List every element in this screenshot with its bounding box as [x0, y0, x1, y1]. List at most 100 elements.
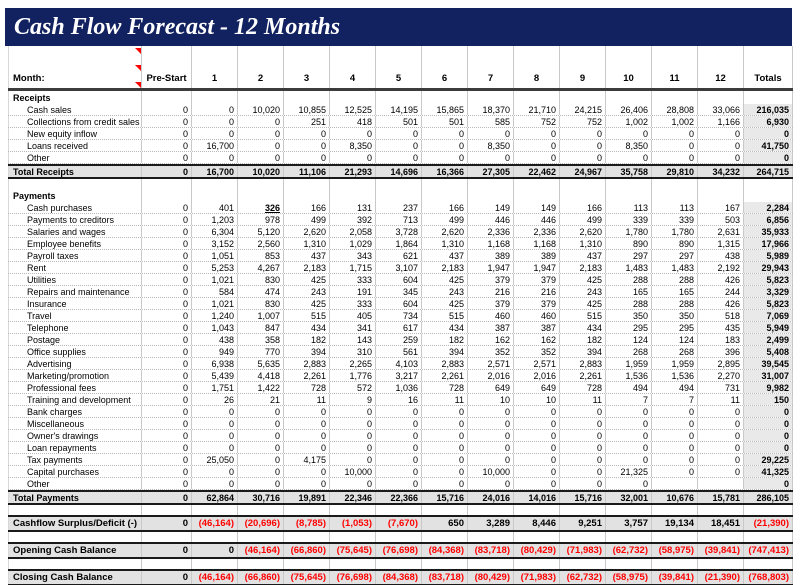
cell[interactable]: 0	[330, 442, 376, 453]
cell[interactable]: 14,016	[514, 492, 560, 503]
cell[interactable]: 162	[514, 334, 560, 345]
cell[interactable]: 2,620	[422, 226, 468, 237]
cell[interactable]: 4,267	[238, 262, 284, 273]
cell[interactable]: 182	[560, 334, 606, 345]
cell[interactable]: 0	[514, 418, 560, 429]
cell[interactable]: 650	[422, 517, 468, 530]
cell[interactable]: 2,883	[284, 358, 330, 369]
cell[interactable]: 435	[698, 322, 744, 333]
cell[interactable]: 0	[376, 454, 422, 465]
cell[interactable]	[514, 179, 560, 189]
cell[interactable]: 243	[284, 286, 330, 297]
cell[interactable]	[422, 559, 468, 569]
cell[interactable]: 0	[330, 478, 376, 489]
cell[interactable]: 1,422	[238, 382, 284, 393]
cell[interactable]: (76,698)	[376, 544, 422, 557]
cell[interactable]: 0	[468, 454, 514, 465]
row-label[interactable]: Payments	[8, 189, 142, 202]
cell[interactable]: 0	[238, 478, 284, 489]
cell[interactable]: 2,261	[284, 370, 330, 381]
row-label[interactable]: Other	[8, 478, 142, 489]
cell[interactable]	[142, 505, 192, 515]
cell[interactable]: 0	[468, 442, 514, 453]
cell[interactable]: 0	[284, 466, 330, 477]
cell[interactable]: 0	[330, 152, 376, 163]
cell[interactable]	[192, 559, 238, 569]
cell[interactable]	[744, 559, 793, 569]
cell[interactable]: 0	[606, 128, 652, 139]
cell[interactable]: 35,758	[606, 166, 652, 177]
cell[interactable]: 0	[142, 140, 192, 151]
cell[interactable]: 978	[238, 214, 284, 225]
cell[interactable]	[698, 179, 744, 189]
cell[interactable]: 0	[330, 418, 376, 429]
cell[interactable]: 2,571	[468, 358, 514, 369]
cell[interactable]: 2,895	[698, 358, 744, 369]
cell[interactable]: 165	[606, 286, 652, 297]
cell[interactable]: 339	[606, 214, 652, 225]
cell[interactable]: 0	[744, 418, 793, 429]
cell[interactable]: 0	[142, 544, 192, 557]
cell[interactable]: 4,418	[238, 370, 284, 381]
cell[interactable]: 264,715	[744, 166, 793, 177]
cell[interactable]: 5,408	[744, 346, 793, 357]
cell[interactable]: 438	[698, 250, 744, 261]
cell[interactable]: 1,536	[652, 370, 698, 381]
cell[interactable]: 437	[422, 250, 468, 261]
cell[interactable]	[422, 189, 468, 202]
cell[interactable]: 268	[606, 346, 652, 357]
cell[interactable]	[698, 505, 744, 515]
cell[interactable]: 387	[468, 322, 514, 333]
cell[interactable]: 0	[142, 262, 192, 273]
cell[interactable]: 34,232	[698, 166, 744, 177]
cell[interactable]: 0	[652, 442, 698, 453]
column-header[interactable]: 9	[560, 46, 606, 88]
cell[interactable]	[284, 91, 330, 104]
cell[interactable]: 379	[468, 298, 514, 309]
row-label[interactable]: Salaries and wages	[8, 226, 142, 237]
cell[interactable]: 2,571	[514, 358, 560, 369]
cell[interactable]: 0	[142, 442, 192, 453]
cell[interactable]: 167	[698, 202, 744, 213]
cell[interactable]: 446	[468, 214, 514, 225]
cell[interactable]: 0	[238, 140, 284, 151]
cell[interactable]	[142, 559, 192, 569]
cell[interactable]: 499	[422, 214, 468, 225]
cell[interactable]	[192, 505, 238, 515]
column-header[interactable]: 2	[238, 46, 284, 88]
cell[interactable]: 401	[192, 202, 238, 213]
cell[interactable]	[192, 189, 238, 202]
cell[interactable]: 33,066	[698, 104, 744, 115]
cell[interactable]: 0	[284, 152, 330, 163]
cell[interactable]: 0	[606, 406, 652, 417]
cell[interactable]: 41,325	[744, 466, 793, 477]
cell[interactable]: 1,947	[468, 262, 514, 273]
cell[interactable]: 649	[514, 382, 560, 393]
cell[interactable]: 2,560	[238, 238, 284, 249]
row-label[interactable]: Loan repayments	[8, 442, 142, 453]
cell[interactable]: 649	[468, 382, 514, 393]
cell[interactable]: 1,780	[652, 226, 698, 237]
cell[interactable]: 0	[330, 430, 376, 441]
cell[interactable]: 0	[606, 152, 652, 163]
cell[interactable]: 5,823	[744, 274, 793, 285]
cell[interactable]: 434	[560, 322, 606, 333]
cell[interactable]: 501	[422, 116, 468, 127]
cell[interactable]: 847	[238, 322, 284, 333]
cell[interactable]: 561	[376, 346, 422, 357]
cell[interactable]: 17,966	[744, 238, 793, 249]
cell[interactable]: 2,183	[560, 262, 606, 273]
cell[interactable]	[606, 189, 652, 202]
cell[interactable]: 2,336	[468, 226, 514, 237]
cell[interactable]	[468, 179, 514, 189]
cell[interactable]	[744, 189, 793, 202]
cell[interactable]: (83,718)	[422, 571, 468, 584]
cell[interactable]	[376, 505, 422, 515]
cell[interactable]: 0	[422, 418, 468, 429]
cell[interactable]	[376, 532, 422, 542]
cell[interactable]: 460	[514, 310, 560, 321]
cell[interactable]: 6,304	[192, 226, 238, 237]
cell[interactable]: 3,757	[606, 517, 652, 530]
cell[interactable]: 1,043	[192, 322, 238, 333]
cell[interactable]: 0	[142, 250, 192, 261]
